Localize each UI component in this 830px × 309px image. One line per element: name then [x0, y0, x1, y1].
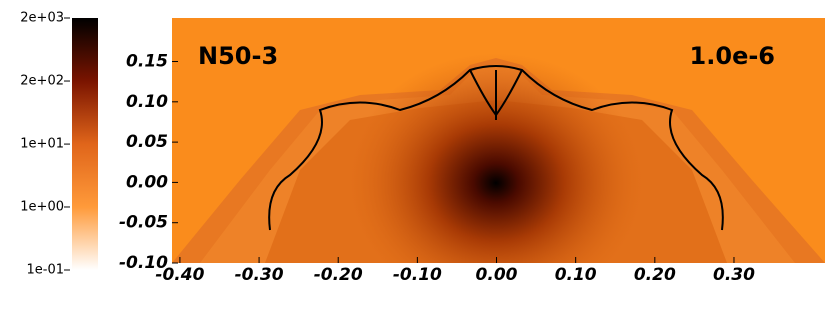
- x-tick-label: -0.20: [314, 265, 363, 285]
- colorbar-tick-label: 2e+03: [20, 11, 64, 26]
- x-tick-label: 0.00: [476, 265, 518, 285]
- y-tick-label: 0.10: [126, 92, 168, 112]
- x-tick-label: 0.30: [713, 265, 755, 285]
- x-tick-label: -0.10: [393, 265, 442, 285]
- colorbar-tick-label: 1e+01: [20, 137, 64, 152]
- colorbar-tick-label: 2e+02: [20, 74, 64, 89]
- x-tick-label: 0.20: [634, 265, 676, 285]
- colorbar-tick-label: 1e+00: [20, 199, 64, 214]
- y-tick-label: 0.05: [126, 132, 168, 152]
- y-tick-label: 0.15: [126, 52, 168, 72]
- x-tick-label: -0.40: [155, 265, 204, 285]
- annotation: 1.0e-6: [690, 42, 775, 70]
- colorbar: [72, 18, 98, 270]
- y-tick-label: -0.05: [119, 213, 168, 233]
- annotation: N50-3: [198, 42, 278, 70]
- x-tick-label: 0.10: [555, 265, 597, 285]
- colorbar-tick-label: 1e-01: [26, 263, 64, 278]
- y-tick-label: -0.10: [119, 253, 168, 273]
- x-tick-label: -0.30: [235, 265, 284, 285]
- y-tick-label: 0.00: [126, 172, 168, 192]
- field: [172, 18, 825, 263]
